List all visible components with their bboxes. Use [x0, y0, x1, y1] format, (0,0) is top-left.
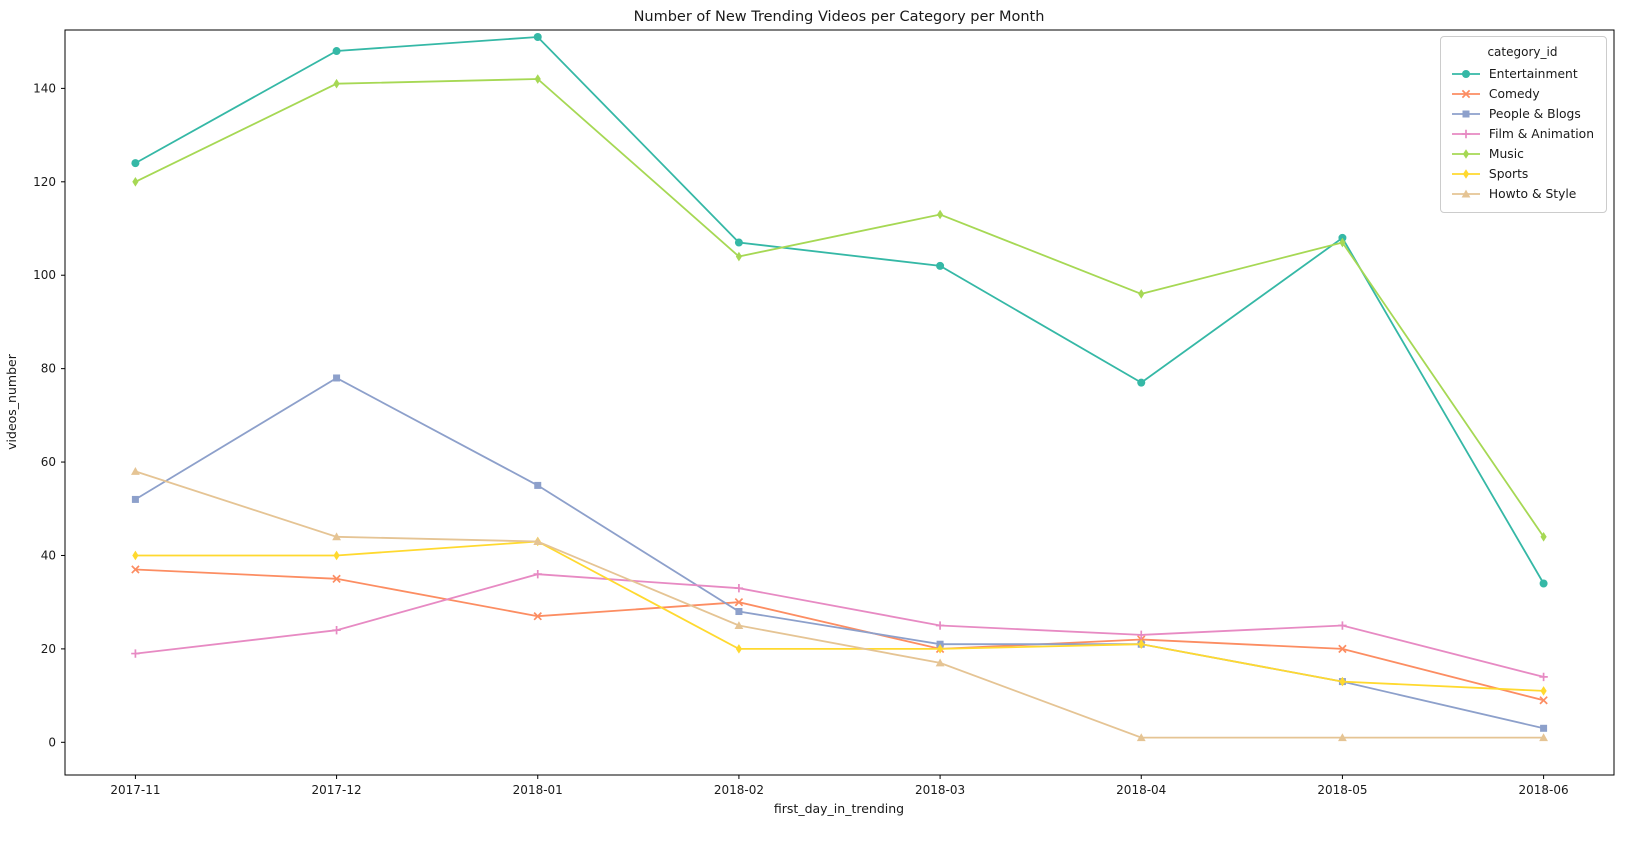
- y-tick-label: 120: [33, 175, 56, 189]
- chart-title: Number of New Trending Videos per Catego…: [634, 9, 1045, 25]
- legend-label: Entertainment: [1488, 67, 1578, 81]
- legend-label: Howto & Style: [1488, 187, 1577, 201]
- legend-item-sports: Sports: [1451, 164, 1594, 184]
- y-tick-label: 140: [33, 81, 56, 95]
- y-tick-label: 40: [41, 548, 56, 562]
- legend-label: Sports: [1488, 167, 1529, 181]
- plot-border: [64, 29, 1615, 776]
- legend-marker-diamond-icon: [1451, 169, 1480, 179]
- x-tick-label: 2017-12: [312, 783, 362, 797]
- x-axis-label: first_day_in_trending: [774, 801, 904, 816]
- x-tick-label: 2018-01: [513, 783, 563, 797]
- y-tick-label: 60: [41, 455, 56, 469]
- legend-label: People & Blogs: [1488, 107, 1581, 121]
- legend-label: Film & Animation: [1488, 127, 1594, 141]
- legend: category_id Entertainment Comedy People & …: [1439, 36, 1607, 213]
- legend-marker-circle-icon: [1451, 70, 1480, 78]
- series-comedy: [131, 565, 1548, 705]
- legend-marker-triangle-icon: [1451, 189, 1480, 198]
- y-tick-label: 100: [33, 268, 56, 282]
- legend-marker-x-icon: [1451, 89, 1480, 99]
- series-film-animation: [131, 569, 1548, 682]
- legend-item-film-animation: Film & Animation: [1451, 124, 1594, 144]
- legend-title: category_id: [1487, 45, 1558, 59]
- x-tick-label: 2018-03: [915, 783, 965, 797]
- legend-item-comedy: Comedy: [1451, 84, 1594, 104]
- x-tick-label: 2018-05: [1317, 783, 1367, 797]
- x-tick-label: 2018-06: [1519, 783, 1569, 797]
- legend-marker-plus-icon: [1451, 129, 1480, 139]
- plot-area: 0 20 40 60 80 100 120 140 2017-11 2017-12 2018-01 2…: [33, 29, 1615, 797]
- series-entertainment: [131, 33, 1548, 588]
- legend-items: Entertainment Comedy People & Blogs Film & …: [1451, 64, 1594, 204]
- series-sports: [132, 536, 1547, 696]
- legend-label: Comedy: [1488, 87, 1540, 101]
- legend-item-people-blogs: People & Blogs: [1451, 104, 1594, 124]
- x-tick-label: 2017-11: [110, 783, 160, 797]
- y-tick-label: 80: [41, 362, 56, 376]
- legend-label: Music: [1488, 147, 1524, 161]
- legend-marker-square-icon: [1451, 110, 1480, 118]
- series-howto-style: [131, 466, 1548, 742]
- x-tick-label: 2018-02: [714, 783, 764, 797]
- series-music: [132, 74, 1547, 542]
- legend-marker-diamond-icon: [1451, 149, 1480, 159]
- y-tick-label: 20: [41, 642, 56, 656]
- y-axis-label: videos_number: [4, 353, 19, 450]
- series-people-blogs: [131, 374, 1548, 732]
- legend-item-howto-style: Howto & Style: [1451, 184, 1594, 204]
- legend-item-entertainment: Entertainment: [1451, 64, 1594, 84]
- legend-item-music: Music: [1451, 144, 1594, 164]
- y-tick-label: 0: [48, 735, 56, 749]
- x-tick-label: 2018-04: [1116, 783, 1166, 797]
